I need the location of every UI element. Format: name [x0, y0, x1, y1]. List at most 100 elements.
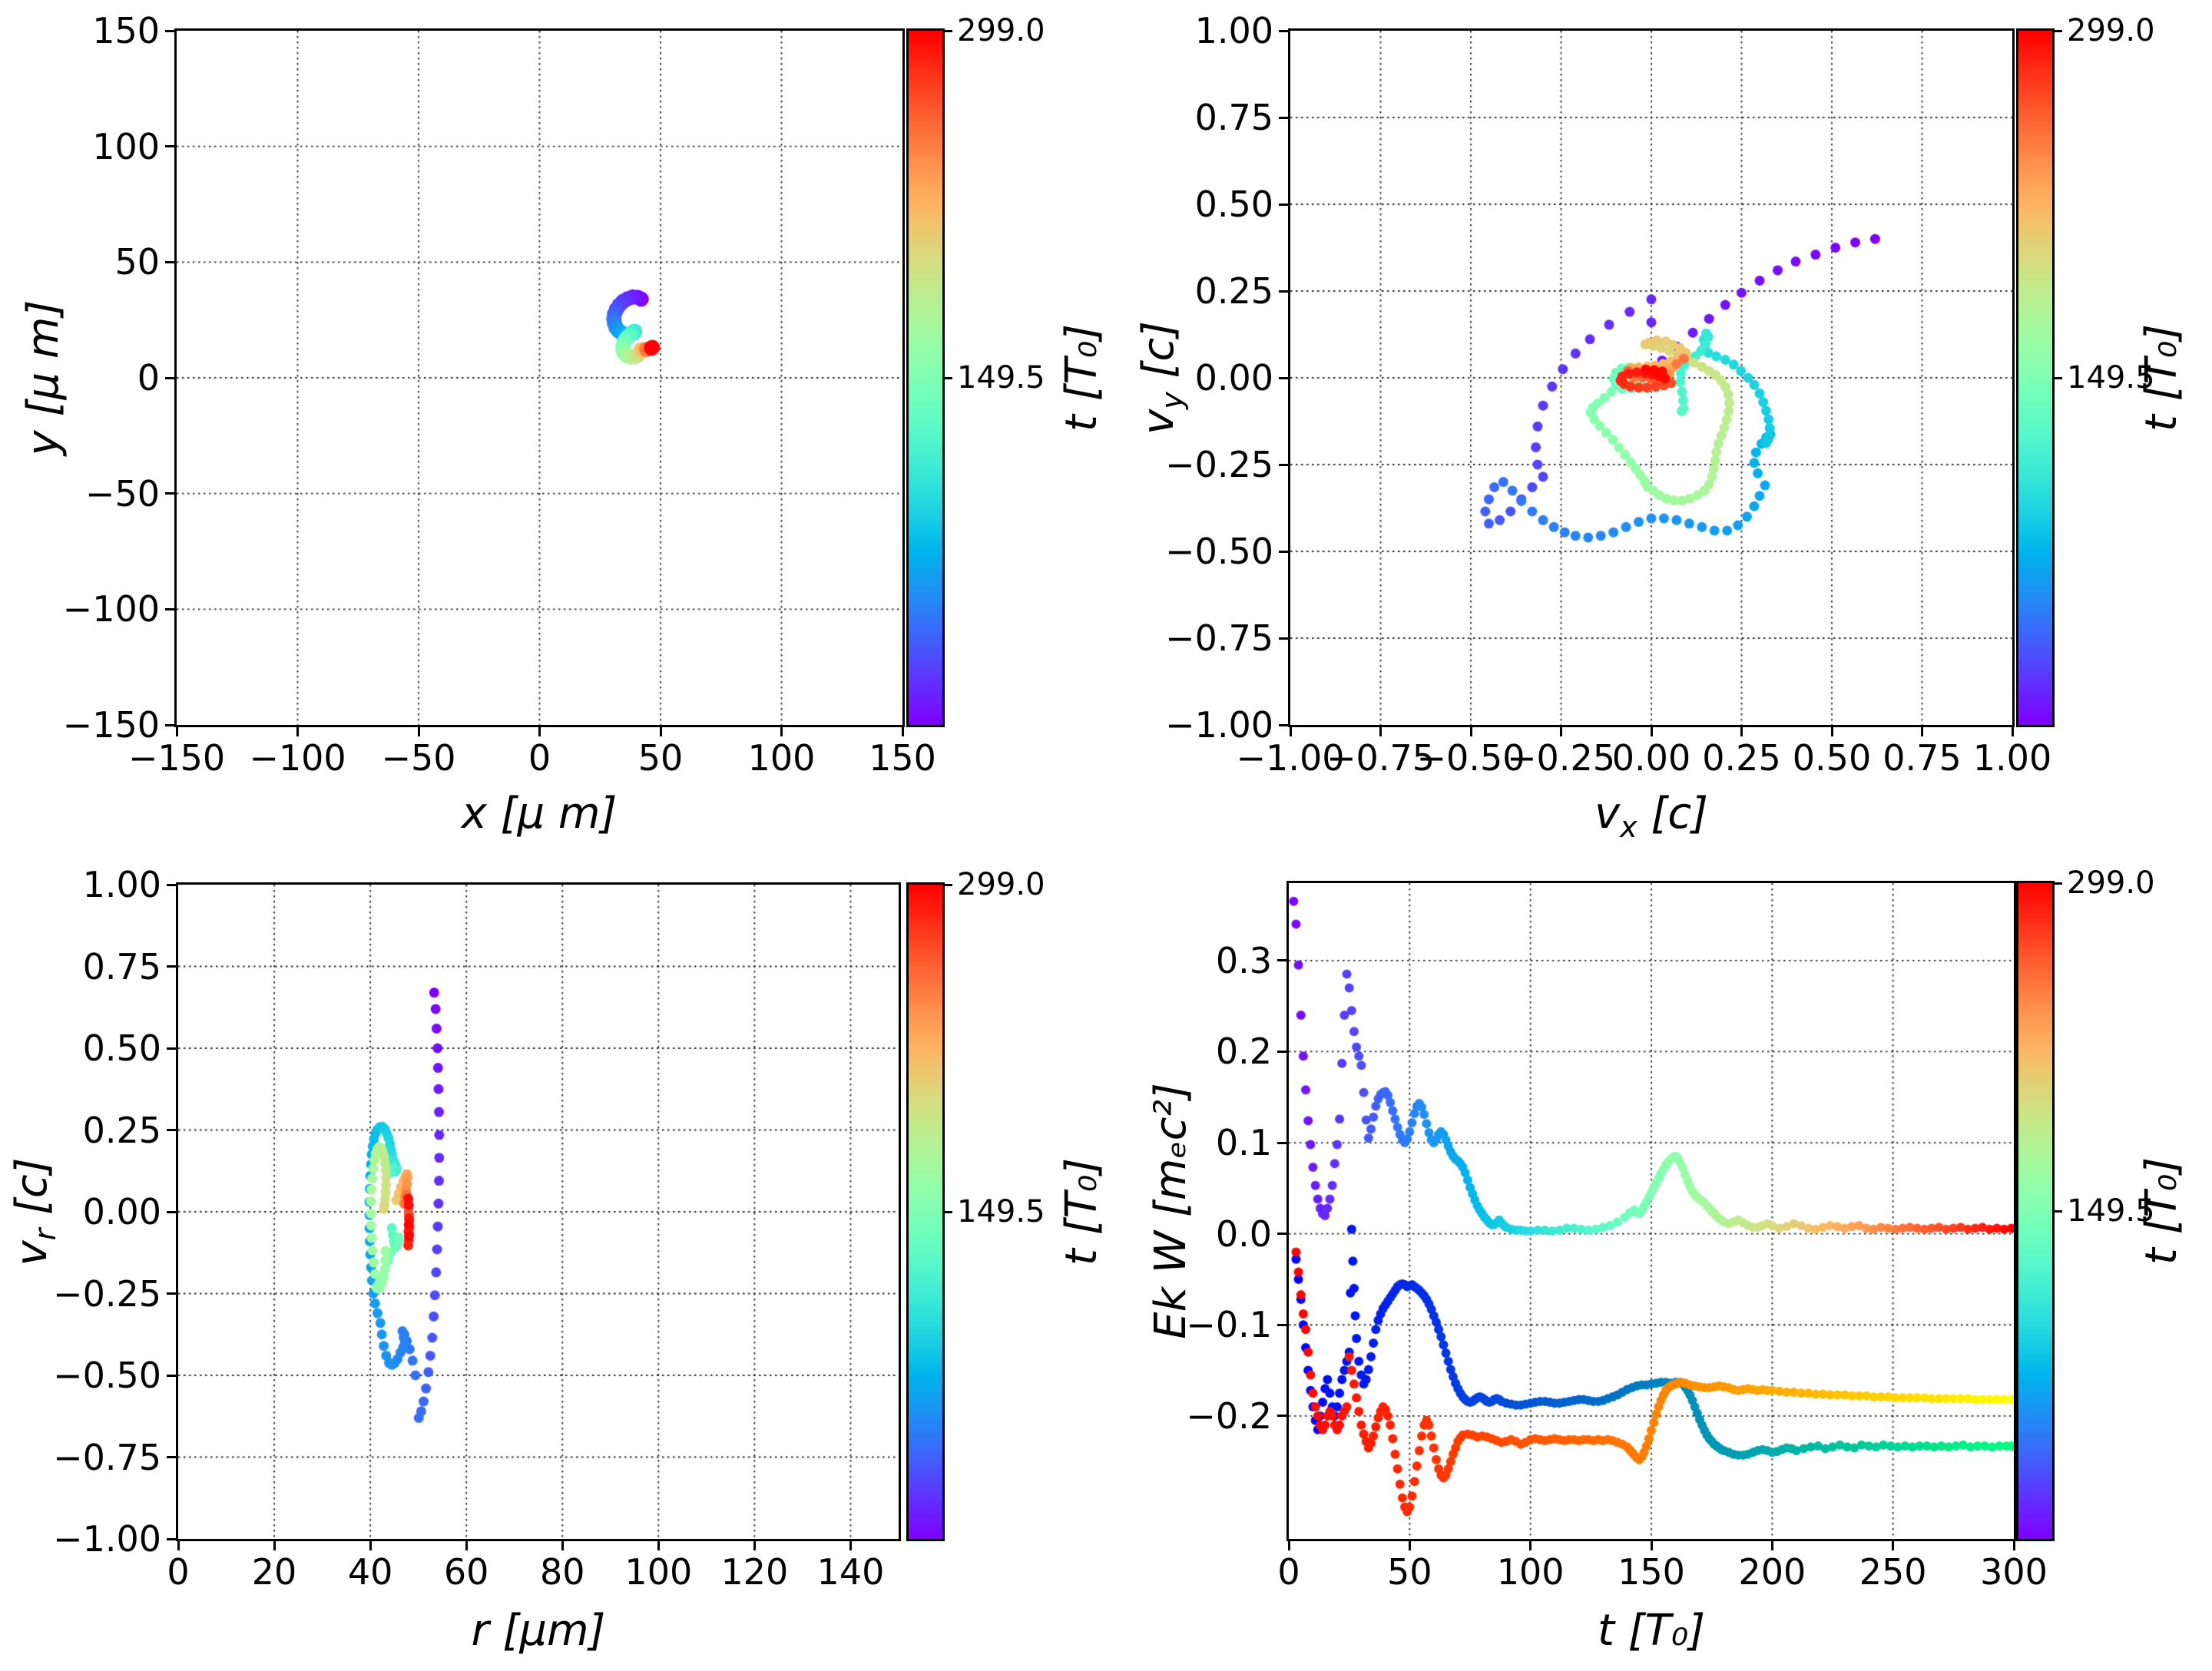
x-tick-mark — [1740, 727, 1743, 736]
x-tick-label: 80 — [539, 1551, 585, 1593]
colorbar-tick-mark — [945, 376, 952, 379]
colorbar-tick-label: 299.0 — [957, 867, 1045, 902]
xaxis-label-unit: [T₀] — [1614, 1605, 1706, 1656]
yaxis-label-text: v — [1133, 409, 1184, 435]
x-tick-label: −1.00 — [1236, 737, 1345, 779]
colorbar-tick-mark — [2055, 882, 2062, 885]
colorbar-tick-mark — [945, 1210, 952, 1213]
colorbar-tick-mark — [2055, 29, 2062, 32]
x-tick-mark — [901, 727, 904, 736]
y-tick-mark — [1279, 637, 1288, 640]
x-tick-label: −0.75 — [1326, 737, 1435, 779]
y-tick-mark — [1279, 463, 1288, 466]
xaxis-label-unit: [μ m] — [486, 788, 618, 839]
colorbar-tick-label: 149.5 — [2067, 1193, 2155, 1229]
x-tick-label: 50 — [1387, 1551, 1432, 1593]
colorbar-tick-mark — [945, 883, 952, 886]
y-tick-mark — [167, 1537, 176, 1540]
y-tick-label: 50 — [114, 241, 160, 283]
y-tick-label: 0.3 — [1215, 939, 1272, 981]
colorbar-xy — [906, 28, 945, 727]
x-tick-mark — [175, 727, 178, 736]
x-tick-mark — [659, 727, 662, 736]
y-tick-mark — [167, 1456, 176, 1458]
y-tick-mark — [167, 1292, 176, 1295]
xy-xaxis-label: x [μ m] — [462, 789, 618, 844]
y-tick-label: −50 — [84, 472, 160, 515]
y-tick-label: −0.75 — [53, 1436, 161, 1478]
y-tick-label: 0.75 — [82, 945, 161, 988]
energy-plot-canvas — [1289, 883, 2014, 1539]
y-tick-label: −0.1 — [1186, 1304, 1272, 1346]
x-tick-mark — [2011, 727, 2014, 736]
vxvy-plot-canvas — [1290, 31, 2012, 725]
x-tick-mark — [1770, 1541, 1773, 1550]
x-tick-label: 300 — [1980, 1551, 2048, 1593]
colorbar-tick-label: 299.0 — [957, 13, 1045, 48]
colorbar-tick-mark — [2055, 376, 2062, 379]
y-tick-mark — [165, 145, 174, 148]
y-tick-label: −1.00 — [1165, 704, 1273, 746]
x-tick-label: 150 — [1618, 1551, 1685, 1593]
colorbar-tick-label: 299.0 — [2067, 865, 2155, 901]
x-tick-label: 0.50 — [1792, 737, 1872, 779]
y-tick-label: −1.00 — [53, 1518, 161, 1560]
colorbar-tick-label: 149.5 — [957, 360, 1045, 395]
x-tick-label: 100 — [624, 1551, 693, 1593]
y-tick-mark — [167, 1210, 176, 1213]
x-tick-label: −50 — [381, 737, 456, 779]
x-tick-mark — [1469, 727, 1472, 736]
y-tick-label: 1.00 — [1194, 10, 1273, 51]
x-tick-label: 100 — [1496, 1551, 1565, 1593]
y-tick-label: 0.50 — [1194, 184, 1273, 225]
yaxis-label-text: v — [6, 1240, 57, 1266]
colorbar-energy — [2016, 881, 2055, 1541]
x-tick-mark — [849, 1541, 852, 1550]
colorbar-vxvy — [2016, 28, 2055, 727]
y-tick-label: 0.2 — [1215, 1031, 1272, 1073]
y-tick-label: −0.25 — [1165, 444, 1273, 485]
x-tick-label: 250 — [1859, 1551, 1927, 1593]
xaxis-label-unit: [c] — [1637, 788, 1708, 839]
x-tick-mark — [780, 727, 783, 736]
y-tick-mark — [1279, 290, 1288, 293]
x-tick-mark — [753, 1541, 756, 1550]
x-tick-mark — [561, 1541, 564, 1550]
y-tick-mark — [1279, 116, 1288, 119]
y-tick-mark — [165, 376, 174, 379]
y-tick-label: 0.00 — [1194, 357, 1273, 399]
xaxis-label-text: r — [471, 1605, 489, 1656]
y-tick-mark — [1279, 376, 1288, 379]
y-tick-label: −0.2 — [1186, 1395, 1272, 1437]
vxvy-xaxis-label: vx [c] — [1594, 789, 1708, 844]
x-tick-label: 0.75 — [1883, 737, 1962, 779]
y-tick-label: −100 — [62, 588, 160, 630]
x-tick-label: 50 — [637, 737, 684, 779]
xaxis-label-text: v — [1594, 788, 1621, 839]
x-tick-mark — [1921, 727, 1923, 736]
y-tick-mark — [1277, 959, 1286, 962]
x-tick-mark — [177, 1541, 180, 1550]
x-tick-label: 0 — [528, 737, 551, 779]
xaxis-label-unit: [μm] — [488, 1605, 606, 1656]
x-tick-label: 60 — [443, 1551, 489, 1593]
y-tick-mark — [1279, 203, 1288, 206]
yaxis-label-sub: r — [28, 1228, 63, 1241]
xaxis-label-text: t — [1597, 1605, 1614, 1656]
x-tick-label: −0.25 — [1507, 737, 1615, 779]
y-tick-label: −0.75 — [1165, 617, 1273, 659]
y-tick-mark — [165, 260, 174, 263]
x-tick-mark — [1529, 1541, 1532, 1550]
y-tick-label: 0.00 — [82, 1191, 161, 1233]
colorbar-label-text: t — [2136, 415, 2187, 432]
x-tick-label: 0 — [1277, 1551, 1300, 1593]
x-tick-label: 1.00 — [1972, 737, 2052, 779]
colorbar-tick-mark — [2055, 1209, 2062, 1213]
x-tick-mark — [465, 1541, 468, 1550]
x-tick-label: 0 — [167, 1551, 190, 1593]
x-tick-label: 120 — [720, 1551, 789, 1593]
x-tick-mark — [1289, 727, 1292, 736]
y-tick-mark — [165, 607, 174, 610]
y-tick-label: 0.1 — [1215, 1122, 1272, 1164]
colorbar-tick-label: 299.0 — [2067, 13, 2155, 48]
